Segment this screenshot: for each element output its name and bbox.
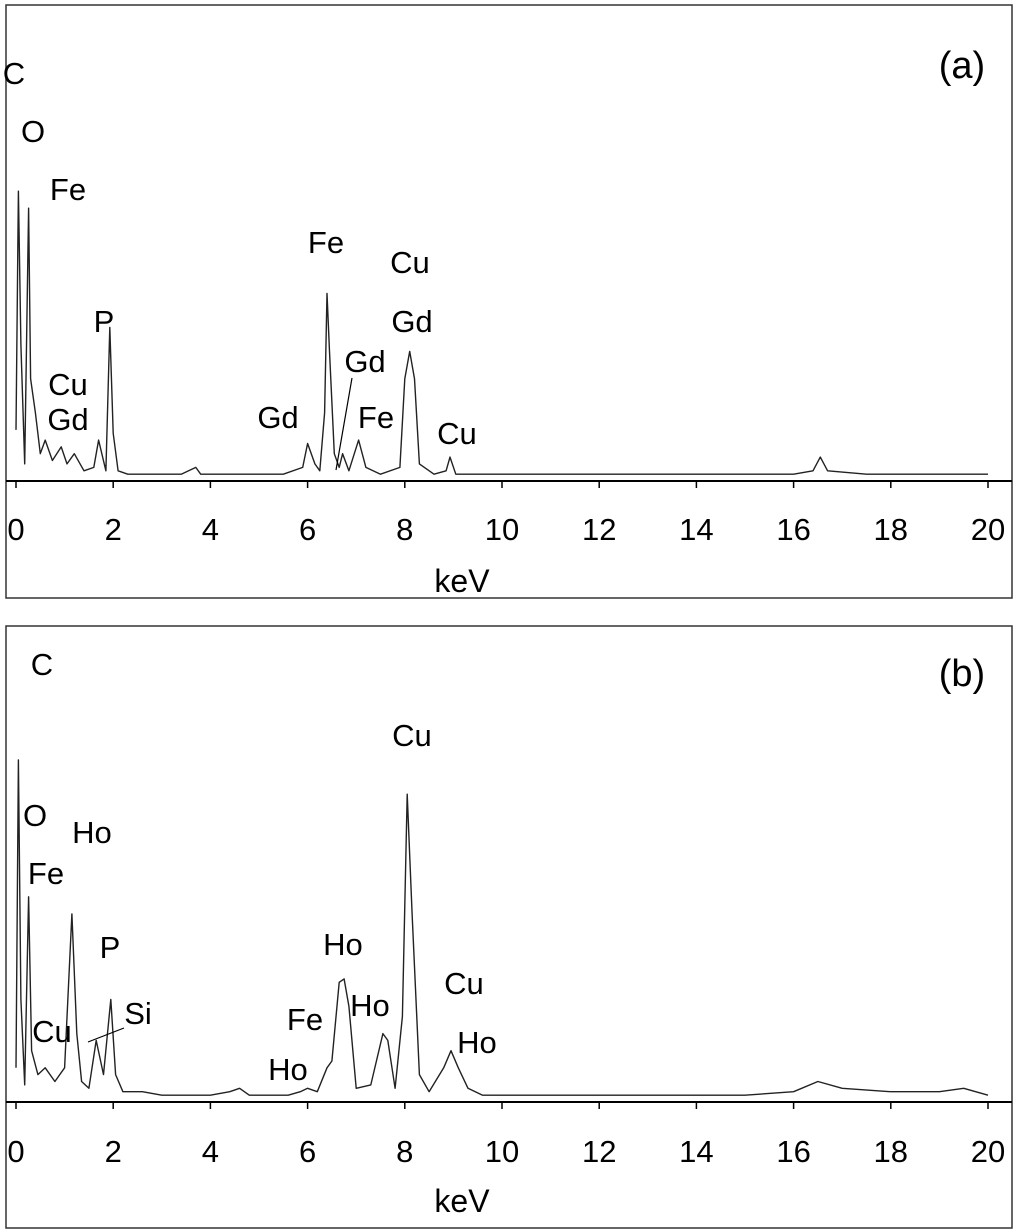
panel-b-peak-label-ho: Ho bbox=[350, 988, 390, 1023]
panel-b-label: (b) bbox=[939, 653, 985, 695]
panel-b-tick-label-6: 6 bbox=[299, 1134, 316, 1169]
panel-b-peak-label-ho: Ho bbox=[72, 815, 112, 850]
panel-a-peak-label-cu: Cu bbox=[48, 367, 88, 402]
panel-b-tick-label-10: 10 bbox=[485, 1134, 519, 1169]
panel-b-tick-label-20: 20 bbox=[971, 1134, 1005, 1169]
panel-a-tick-label-4: 4 bbox=[202, 512, 219, 547]
panel-a-peak-label-cu: Cu bbox=[437, 416, 477, 451]
panel-a-leader-line-9 bbox=[335, 377, 353, 471]
panel-b-peak-label-ho: Ho bbox=[323, 927, 363, 962]
panel-a-x-axis-label: keV bbox=[434, 563, 490, 599]
panel-a-peak-label-o: O bbox=[21, 114, 45, 149]
panel-a-peak-label-gd: Gd bbox=[344, 344, 385, 379]
panel-a-tick-label-6: 6 bbox=[299, 512, 316, 547]
panel-b-peak-label-cu: Cu bbox=[444, 966, 484, 1001]
panel-b-peak-label-si: Si bbox=[124, 996, 152, 1031]
panel-b-x-axis-label: keV bbox=[434, 1183, 490, 1219]
panel-b-tick-label-2: 2 bbox=[105, 1134, 122, 1169]
panel-a-peak-label-c: C bbox=[3, 56, 25, 91]
panel-b-leader-line-5 bbox=[87, 1027, 125, 1043]
panel-a-tick-label-10: 10 bbox=[485, 512, 519, 547]
panel-a-peak-label-gd: Gd bbox=[47, 402, 88, 437]
panel-a-tick-label-16: 16 bbox=[776, 512, 810, 547]
panel-a-peak-label-cu: Cu bbox=[390, 245, 430, 280]
panel-a: 0 2 4 6 8 10 12 14 16 18 20keV(a)COFePCuGdFeCuGdGd… bbox=[3, 4, 1013, 599]
panel-b-peak-label-fe: Fe bbox=[28, 856, 64, 891]
panel-b-tick-label-12: 12 bbox=[582, 1134, 616, 1169]
panel-a-peak-label-gd: Gd bbox=[391, 304, 432, 339]
panel-a-peak-label-fe: Fe bbox=[50, 172, 86, 207]
panel-b-tick-label-18: 18 bbox=[874, 1134, 908, 1169]
panel-b-peak-label-cu: Cu bbox=[392, 718, 432, 753]
panel-b-peak-label-cu: Cu bbox=[32, 1014, 72, 1049]
panel-a-frame bbox=[5, 4, 1013, 599]
panel-b-peak-label-ho: Ho bbox=[268, 1052, 308, 1087]
panel-b-frame bbox=[5, 625, 1013, 1229]
panel-a-label: (a) bbox=[939, 45, 985, 87]
panel-b-spectrum-series-0 bbox=[15, 759, 989, 1096]
panel-b-peak-label-o: O bbox=[23, 798, 47, 833]
panel-b-peak-label-c: C bbox=[31, 647, 53, 682]
panel-b-tick-label-0: 0 bbox=[7, 1134, 24, 1169]
panel-a-tick-label-12: 12 bbox=[582, 512, 616, 547]
panel-a-tick-label-0: 0 bbox=[7, 512, 24, 547]
panel-b-peak-label-p: P bbox=[100, 930, 121, 965]
panel-a-peak-label-fe: Fe bbox=[308, 225, 344, 260]
panel-a-spectrum-series-0 bbox=[15, 190, 988, 475]
panel-a-tick-label-2: 2 bbox=[105, 512, 122, 547]
panel-a-tick-label-14: 14 bbox=[679, 512, 713, 547]
panel-b-tick-label-16: 16 bbox=[776, 1134, 810, 1169]
panel-a-tick-label-8: 8 bbox=[396, 512, 413, 547]
panel-b-peak-label-fe: Fe bbox=[287, 1002, 323, 1037]
panel-b-peak-label-ho: Ho bbox=[457, 1025, 497, 1060]
panel-b-tick-label-8: 8 bbox=[396, 1134, 413, 1169]
panel-b-tick-label-14: 14 bbox=[679, 1134, 713, 1169]
panel-a-tick-label-20: 20 bbox=[971, 512, 1005, 547]
panel-a-peak-label-p: P bbox=[94, 304, 115, 339]
panel-b-tick-label-4: 4 bbox=[202, 1134, 219, 1169]
panel-a-tick-label-18: 18 bbox=[874, 512, 908, 547]
panel-a-peak-label-fe: Fe bbox=[358, 400, 394, 435]
panel-a-peak-label-gd: Gd bbox=[257, 400, 298, 435]
